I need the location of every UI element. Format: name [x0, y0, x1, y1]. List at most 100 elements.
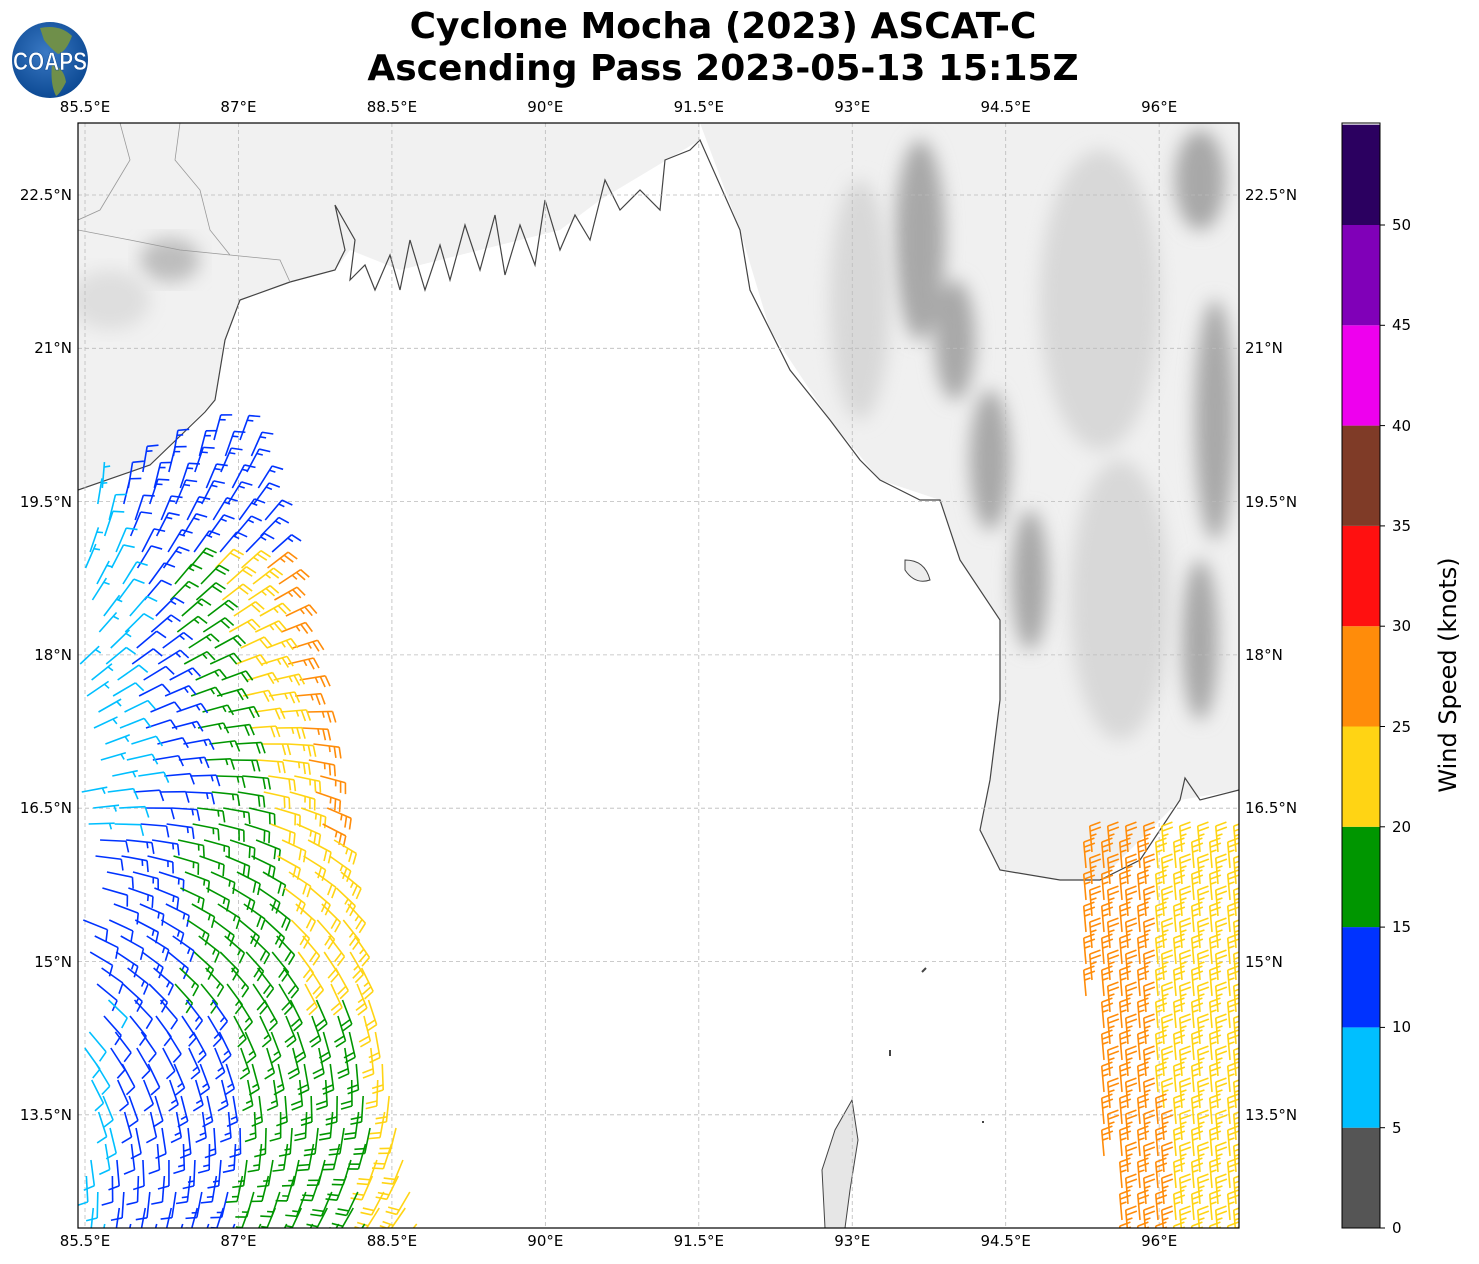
- colorbar-tick: 20: [1392, 817, 1412, 836]
- wind-barb: [1172, 1061, 1186, 1093]
- wind-barb: [250, 1175, 270, 1203]
- wind-barb: [207, 1015, 222, 1048]
- wind-barb: [315, 791, 342, 812]
- wind-barb: [313, 743, 342, 759]
- wind-barb: [1118, 1189, 1132, 1221]
- land-india: [78, 123, 700, 490]
- wind-barb: [120, 935, 145, 960]
- wind-barb: [114, 1031, 132, 1063]
- coaps-logo: COAPS: [12, 22, 88, 98]
- wind-barb: [355, 983, 368, 1016]
- wind-barb: [230, 759, 261, 772]
- wind-barb: [201, 480, 225, 505]
- wind-barb: [127, 967, 149, 995]
- wind-barb: [251, 1095, 264, 1127]
- wind-barb: [231, 967, 250, 998]
- wind-barb: [244, 1111, 257, 1143]
- wind-barb: [295, 692, 326, 706]
- wind-barb: [347, 903, 367, 934]
- wind-barb: [303, 1127, 319, 1157]
- wind-barb: [320, 775, 347, 795]
- wind-barb: [272, 1143, 289, 1172]
- wind-barb: [179, 462, 200, 489]
- wind-barb: [249, 807, 276, 826]
- wind-barb: [1208, 1029, 1222, 1061]
- wind-barb: [1172, 837, 1186, 869]
- wind-barb: [175, 1175, 192, 1205]
- wind-barb: [221, 583, 253, 601]
- wind-barb: [306, 710, 337, 723]
- wind-barb: [328, 935, 346, 967]
- wind-barb: [209, 740, 241, 752]
- wind-barb: [126, 753, 159, 765]
- wind-barb: [1118, 1157, 1132, 1189]
- wind-barb: [160, 1191, 177, 1220]
- colorbar-tick: 30: [1392, 617, 1412, 636]
- colorbar: [1341, 122, 1385, 1229]
- wind-barb: [218, 1031, 232, 1064]
- wind-barb: [282, 967, 300, 999]
- wind-barb: [365, 999, 378, 1032]
- wind-barb: [131, 648, 163, 665]
- wind-barb: [288, 871, 312, 898]
- wind-barb: [96, 1111, 108, 1144]
- wind-barb: [269, 1111, 282, 1142]
- wind-barb: [145, 1111, 158, 1144]
- lon-tick-bottom: 91.5°E: [673, 1232, 724, 1250]
- wind-barb: [105, 734, 131, 745]
- wind-barb: [312, 1047, 325, 1080]
- wind-barb: [150, 701, 183, 713]
- wind-barb: [1100, 1029, 1114, 1061]
- wind-barb: [185, 791, 216, 805]
- wind-barb: [322, 1143, 341, 1171]
- wind-barb: [268, 691, 301, 704]
- wind-barb: [1190, 901, 1204, 933]
- wind-barb: [138, 683, 171, 697]
- wind-barb: [302, 935, 321, 966]
- wind-barb: [1226, 1061, 1239, 1093]
- wind-barb: [1136, 837, 1150, 869]
- wind-barb: [247, 1143, 263, 1173]
- wind-barb: [354, 935, 371, 967]
- wind-barb: [119, 805, 150, 818]
- wind-barb: [197, 1143, 211, 1174]
- wind-barb: [236, 871, 261, 896]
- wind-barb: [358, 1015, 372, 1048]
- wind-barb: [1208, 901, 1222, 933]
- lat-tick-right: 22.5°N: [1245, 186, 1298, 204]
- wind-barb: [360, 1191, 385, 1216]
- wind-barb: [264, 1047, 276, 1080]
- wind-barb: [140, 1031, 157, 1063]
- wind-barb: [257, 465, 284, 489]
- wind-barb: [93, 716, 118, 729]
- wind-barb: [162, 631, 194, 649]
- wind-barb: [270, 823, 296, 845]
- wind-barb: [84, 543, 101, 569]
- wind-barb: [168, 1079, 179, 1112]
- wind-barb: [222, 1143, 237, 1174]
- wind-barb: [294, 1111, 308, 1142]
- wind-barb: [1136, 1125, 1150, 1157]
- wind-barb: [241, 550, 271, 569]
- wind-barb: [96, 560, 113, 585]
- wind-barb: [103, 594, 123, 617]
- wind-barb: [254, 707, 286, 720]
- wind-barb: [266, 1079, 279, 1112]
- wind-barb: [299, 675, 331, 688]
- wind-barb: [1136, 997, 1150, 1029]
- wind-barb: [174, 563, 203, 585]
- wind-barb: [308, 759, 337, 777]
- wind-barb: [203, 839, 230, 859]
- wind-barb: [90, 1207, 95, 1228]
- wind-barb: [1208, 1093, 1222, 1125]
- wind-barb: [169, 580, 199, 601]
- wind-barb: [1172, 869, 1186, 901]
- wind-barb: [301, 727, 332, 741]
- wind-barb: [157, 649, 190, 665]
- wind-barb: [1226, 965, 1239, 997]
- wind-barb: [93, 804, 120, 812]
- wind-barb: [157, 737, 189, 749]
- lon-tick-top: 94.5°E: [980, 98, 1031, 116]
- wind-barb: [267, 551, 298, 569]
- wind-barb: [237, 999, 254, 1031]
